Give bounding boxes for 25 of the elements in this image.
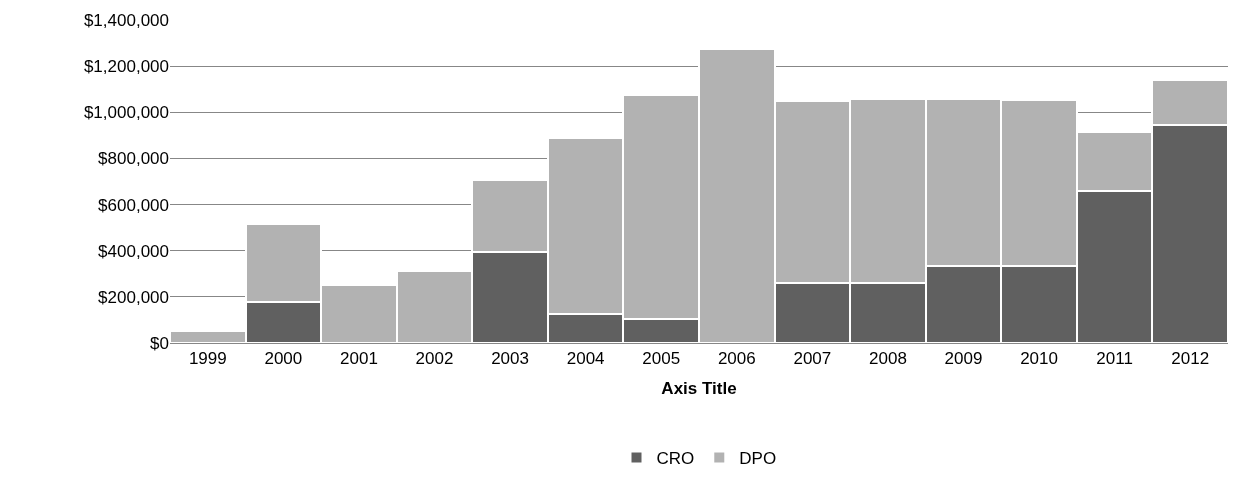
x-tick-label: 2007	[793, 349, 832, 369]
y-tick-label: $800,000	[98, 149, 169, 169]
y-tick-label: $1,200,000	[83, 57, 169, 77]
x-tick-label: 2006	[717, 349, 756, 369]
y-tick-label: $600,000	[98, 195, 169, 215]
x-tick-label: 2011	[1096, 349, 1133, 369]
y-tick-label: $1,000,000	[83, 103, 169, 123]
legend-label: CRO	[656, 449, 695, 469]
x-axis-title: Axis Title	[661, 378, 737, 398]
x-tick-label: 2004	[566, 349, 605, 369]
x-tick-label: 2003	[491, 349, 529, 369]
x-tick-label: 2010	[1020, 349, 1058, 369]
x-tick-label: 2001	[340, 349, 378, 369]
x-tick-label: 2009	[944, 349, 983, 369]
x-tick-label: 2002	[415, 349, 454, 369]
y-tick-label: $200,000	[98, 287, 169, 307]
x-tick-label: 2000	[264, 349, 303, 369]
x-tick-label: 2012	[1171, 349, 1210, 369]
legend-label: DPO	[739, 449, 777, 469]
x-tick-label: 1999	[188, 349, 227, 369]
x-tick-label: 2008	[869, 349, 907, 369]
y-tick-label: $0	[150, 333, 169, 353]
x-tick-label: 2005	[642, 349, 681, 369]
y-tick-label: $400,000	[98, 241, 169, 261]
y-tick-label: $1,400,000	[83, 10, 169, 30]
